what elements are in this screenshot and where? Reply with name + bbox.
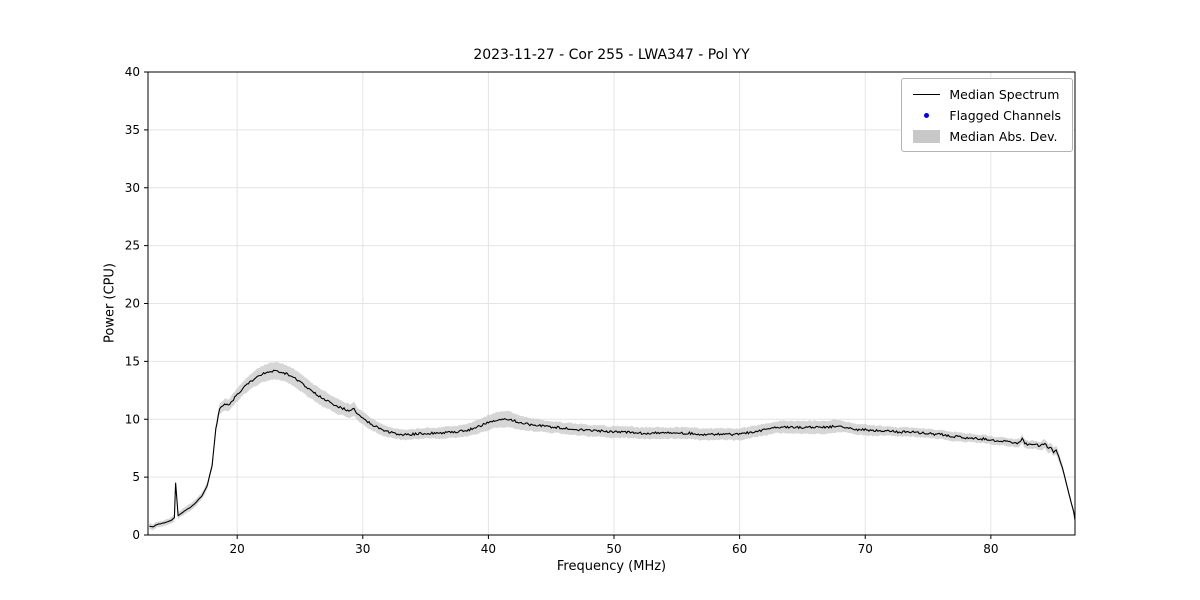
y-tick-label: 20 bbox=[125, 297, 140, 311]
legend-item-flagged-channels: Flagged Channels bbox=[913, 107, 1061, 123]
mad-band bbox=[149, 361, 1076, 531]
legend-label-median-spectrum: Median Spectrum bbox=[949, 86, 1060, 102]
median-spectrum-line bbox=[149, 369, 1076, 528]
legend-item-median-abs-dev: Median Abs. Dev. bbox=[913, 128, 1061, 144]
y-tick-label: 25 bbox=[125, 239, 140, 253]
x-axis-label: Frequency (MHz) bbox=[556, 559, 667, 574]
y-tick-label: 0 bbox=[132, 528, 140, 542]
x-tick-label: 60 bbox=[732, 542, 747, 556]
x-tick-label: 40 bbox=[481, 542, 496, 556]
plot-title: 2023-11-27 - Cor 255 - LWA347 - Pol YY bbox=[473, 47, 750, 63]
y-tick-label: 5 bbox=[132, 470, 140, 484]
flagged-channels-dot-icon bbox=[913, 108, 940, 122]
x-tick-label: 70 bbox=[858, 542, 873, 556]
legend: Median Spectrum Flagged Channels Median … bbox=[901, 78, 1073, 152]
y-tick-label: 30 bbox=[125, 181, 140, 195]
y-tick-label: 35 bbox=[125, 123, 140, 137]
y-tick-label: 40 bbox=[125, 65, 140, 79]
x-tick-label: 50 bbox=[606, 542, 621, 556]
median-spectrum-line-icon bbox=[913, 87, 941, 101]
y-tick-label: 15 bbox=[125, 354, 140, 368]
x-tick-label: 20 bbox=[230, 542, 245, 556]
median-abs-dev-patch-icon bbox=[913, 129, 941, 143]
legend-label-flagged-channels: Flagged Channels bbox=[949, 107, 1061, 123]
y-tick-label: 10 bbox=[125, 412, 140, 426]
x-tick-label: 30 bbox=[355, 542, 370, 556]
x-tick-label: 80 bbox=[983, 542, 998, 556]
legend-item-median-spectrum: Median Spectrum bbox=[913, 86, 1061, 102]
y-axis-label: Power (CPU) bbox=[102, 262, 118, 344]
legend-label-median-abs-dev: Median Abs. Dev. bbox=[949, 128, 1058, 144]
